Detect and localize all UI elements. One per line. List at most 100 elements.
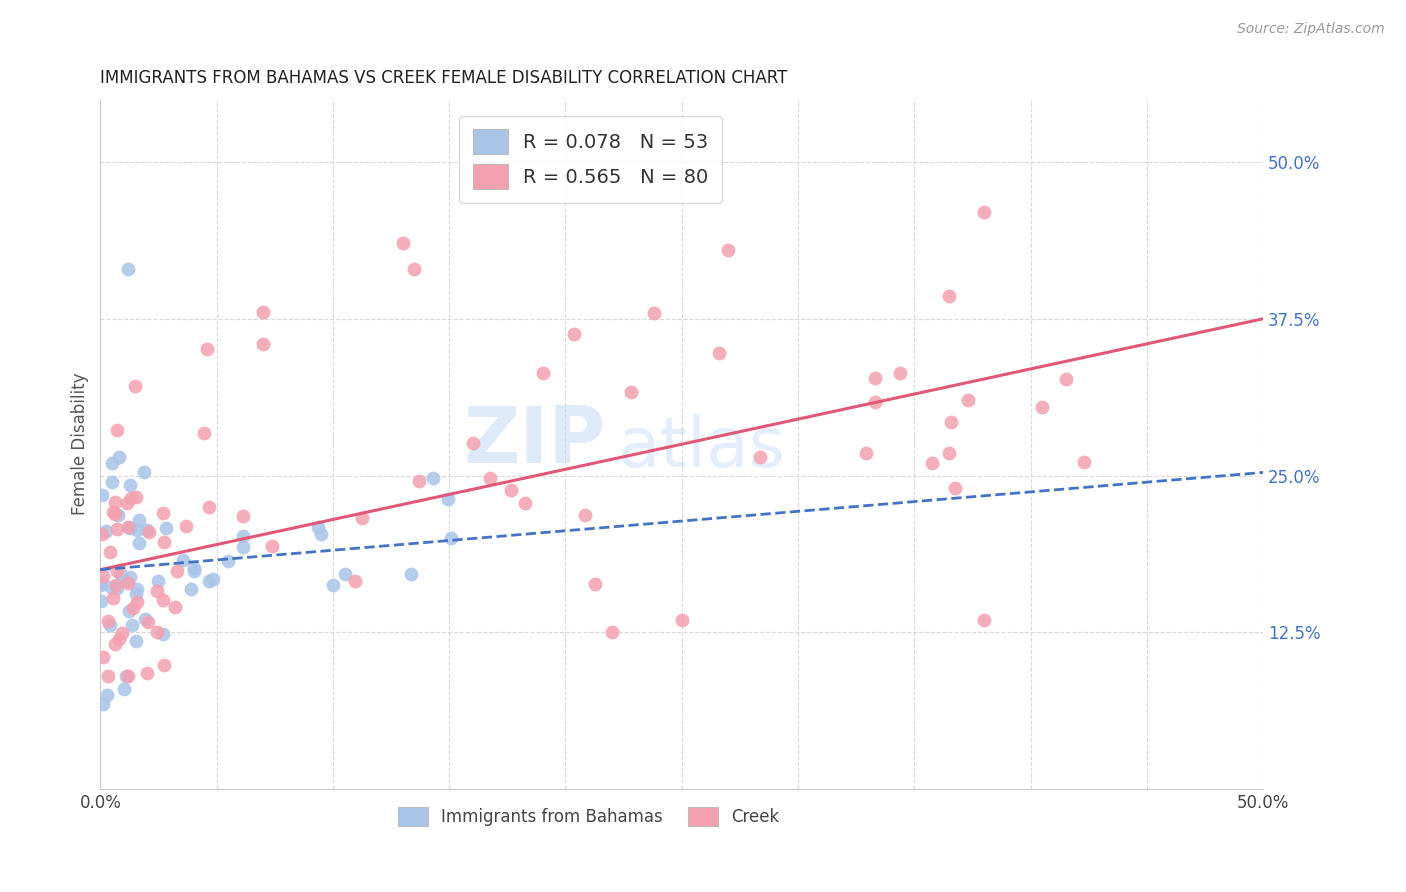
Point — [97, 669, 120, 683]
Point — [174, 519, 197, 533]
Point — [125, 582, 148, 597]
Point — [152, 593, 174, 607]
Point — [938, 289, 960, 303]
Point — [309, 526, 332, 541]
Point — [252, 336, 274, 351]
Point — [107, 564, 129, 578]
Point — [118, 570, 141, 584]
Point — [155, 521, 177, 535]
Point — [973, 613, 995, 627]
Point — [107, 632, 129, 646]
Point — [127, 595, 149, 609]
Point — [574, 508, 596, 522]
Point — [101, 591, 124, 605]
Point — [499, 483, 522, 497]
Point — [437, 491, 460, 506]
Point — [110, 626, 132, 640]
Point — [94, 524, 117, 538]
Text: atlas: atlas — [617, 414, 786, 481]
Point — [513, 496, 536, 510]
Point — [117, 496, 139, 510]
Point — [132, 465, 155, 479]
Point — [166, 564, 188, 578]
Point — [105, 423, 128, 437]
Point — [863, 370, 886, 384]
Point — [114, 669, 136, 683]
Point — [152, 627, 174, 641]
Point — [165, 599, 187, 614]
Point — [120, 491, 142, 505]
Point — [957, 392, 980, 407]
Point — [122, 600, 145, 615]
Point — [103, 505, 125, 519]
Point — [136, 666, 159, 681]
Point — [322, 577, 344, 591]
Point — [110, 567, 132, 582]
Point — [600, 625, 623, 640]
Legend: Immigrants from Bahamas, Creek: Immigrants from Bahamas, Creek — [391, 800, 786, 832]
Point — [125, 586, 148, 600]
Point — [112, 681, 135, 696]
Point — [422, 471, 444, 485]
Point — [252, 305, 274, 319]
Point — [104, 495, 127, 509]
Point — [98, 544, 121, 558]
Point — [232, 529, 254, 543]
Point — [440, 531, 463, 545]
Point — [307, 520, 329, 534]
Point — [343, 574, 366, 588]
Point — [172, 553, 194, 567]
Point — [104, 637, 127, 651]
Point — [117, 669, 139, 683]
Point — [118, 604, 141, 618]
Point — [117, 261, 139, 276]
Point — [125, 524, 148, 538]
Point — [146, 574, 169, 589]
Point — [152, 506, 174, 520]
Point — [183, 561, 205, 575]
Y-axis label: Female Disability: Female Disability — [72, 373, 89, 516]
Point — [217, 554, 239, 568]
Point — [399, 566, 422, 581]
Point — [671, 613, 693, 627]
Point — [114, 574, 136, 588]
Point — [124, 379, 146, 393]
Text: ZIP: ZIP — [464, 403, 606, 479]
Point — [135, 523, 157, 537]
Point — [232, 541, 254, 555]
Point — [90, 577, 112, 591]
Text: IMMIGRANTS FROM BAHAMAS VS CREEK FEMALE DISABILITY CORRELATION CHART: IMMIGRANTS FROM BAHAMAS VS CREEK FEMALE … — [100, 69, 787, 87]
Point — [583, 576, 606, 591]
Point — [153, 535, 176, 549]
Point — [260, 540, 283, 554]
Point — [101, 456, 124, 470]
Point — [943, 482, 966, 496]
Point — [138, 525, 160, 540]
Point — [117, 575, 139, 590]
Point — [408, 474, 430, 488]
Point — [973, 205, 995, 219]
Point — [1054, 372, 1077, 386]
Point — [863, 395, 886, 409]
Point — [198, 574, 221, 588]
Point — [1031, 400, 1053, 414]
Point — [134, 612, 156, 626]
Point — [391, 236, 413, 251]
Point — [125, 491, 148, 505]
Point — [1073, 455, 1095, 469]
Point — [104, 578, 127, 592]
Point — [124, 634, 146, 648]
Point — [748, 450, 770, 464]
Point — [120, 521, 142, 535]
Point — [91, 569, 114, 583]
Point — [198, 500, 221, 515]
Point — [138, 615, 160, 629]
Point — [90, 575, 112, 590]
Point — [707, 345, 730, 359]
Text: Source: ZipAtlas.com: Source: ZipAtlas.com — [1237, 22, 1385, 37]
Point — [100, 580, 122, 594]
Point — [855, 446, 877, 460]
Point — [105, 522, 128, 536]
Point — [643, 306, 665, 320]
Point — [478, 471, 501, 485]
